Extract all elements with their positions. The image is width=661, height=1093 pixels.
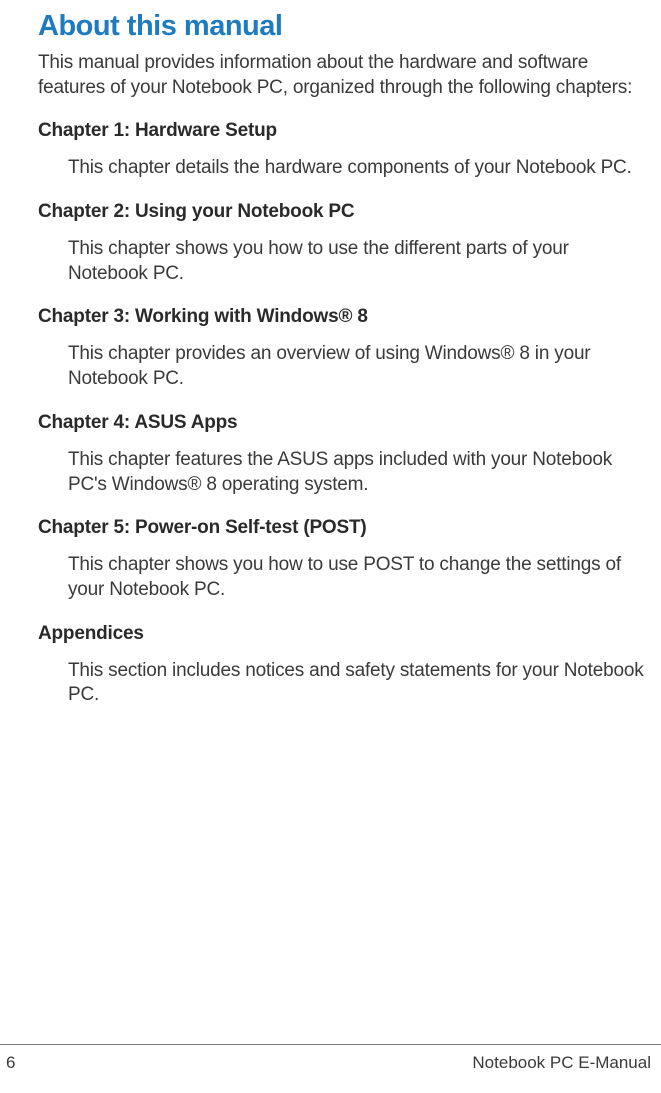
page-container: About this manual This manual provides i… — [0, 0, 661, 1093]
chapter-description: This chapter provides an overview of usi… — [38, 342, 653, 391]
main-title: About this manual — [38, 10, 653, 43]
chapter-heading: Chapter 2: Using your Notebook PC — [38, 201, 653, 223]
chapter-description: This chapter shows you how to use the di… — [38, 237, 653, 286]
chapter-description: This chapter features the ASUS apps incl… — [38, 448, 653, 497]
chapter-heading: Appendices — [38, 623, 653, 645]
chapter-block: Chapter 1: Hardware Setup This chapter d… — [38, 120, 653, 181]
chapter-heading: Chapter 3: Working with Windows® 8 — [38, 306, 653, 328]
chapter-block: Chapter 5: Power-on Self-test (POST) Thi… — [38, 517, 653, 602]
chapter-block: Appendices This section includes notices… — [38, 623, 653, 708]
chapter-description: This section includes notices and safety… — [38, 659, 653, 708]
chapter-block: Chapter 4: ASUS Apps This chapter featur… — [38, 412, 653, 497]
intro-text: This manual provides information about t… — [38, 51, 653, 100]
chapter-heading: Chapter 1: Hardware Setup — [38, 120, 653, 142]
footer-bar: 6 Notebook PC E-Manual — [0, 1044, 661, 1073]
chapter-block: Chapter 2: Using your Notebook PC This c… — [38, 201, 653, 286]
page-number: 6 — [6, 1053, 15, 1073]
chapter-block: Chapter 3: Working with Windows® 8 This … — [38, 306, 653, 391]
chapter-description: This chapter shows you how to use POST t… — [38, 553, 653, 602]
footer-label: Notebook PC E-Manual — [472, 1053, 651, 1073]
chapter-description: This chapter details the hardware compon… — [38, 156, 653, 181]
chapter-heading: Chapter 4: ASUS Apps — [38, 412, 653, 434]
chapter-heading: Chapter 5: Power-on Self-test (POST) — [38, 517, 653, 539]
